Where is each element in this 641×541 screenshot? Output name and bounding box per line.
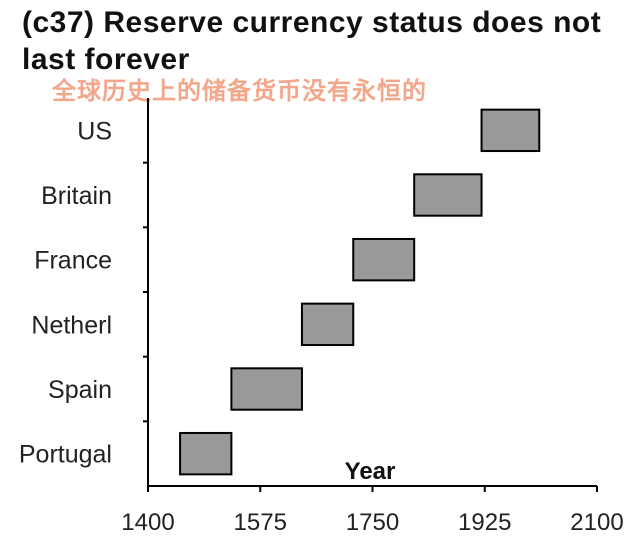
- category-label-portugal: Portugal: [19, 441, 112, 469]
- x-tick-label-1925: 1925: [458, 509, 511, 536]
- chart-subtitle: 全球历史上的储备货币没有永恒的: [52, 77, 427, 105]
- category-label-spain: Spain: [48, 376, 112, 404]
- category-label-us: US: [77, 117, 112, 145]
- category-label-britain: Britain: [41, 182, 112, 210]
- category-labels: US Britain France Netherl Spain Portugal: [19, 117, 112, 468]
- x-tick-label-1575: 1575: [234, 509, 287, 536]
- x-axis-title: Year: [345, 458, 396, 485]
- chart-title: (c37) Reserve currency status does not l…: [22, 6, 602, 76]
- bar-france: [352, 237, 416, 282]
- bar-netherl: [300, 302, 355, 347]
- category-label-france: France: [34, 247, 112, 275]
- bar-group: [179, 108, 541, 476]
- bar-portugal: [179, 431, 233, 476]
- y-axis-ticks: [143, 161, 148, 423]
- x-tick-label-2100: 2100: [570, 509, 623, 536]
- x-axis-tick-labels: 1400 1575 1750 1925 2100: [121, 509, 623, 536]
- category-label-netherl: Netherl: [31, 311, 112, 339]
- bar-britain: [413, 173, 483, 217]
- bar-us: [480, 108, 541, 153]
- bar-spain: [230, 367, 303, 411]
- x-tick-label-1400: 1400: [121, 509, 174, 536]
- x-tick-label-1750: 1750: [346, 509, 399, 536]
